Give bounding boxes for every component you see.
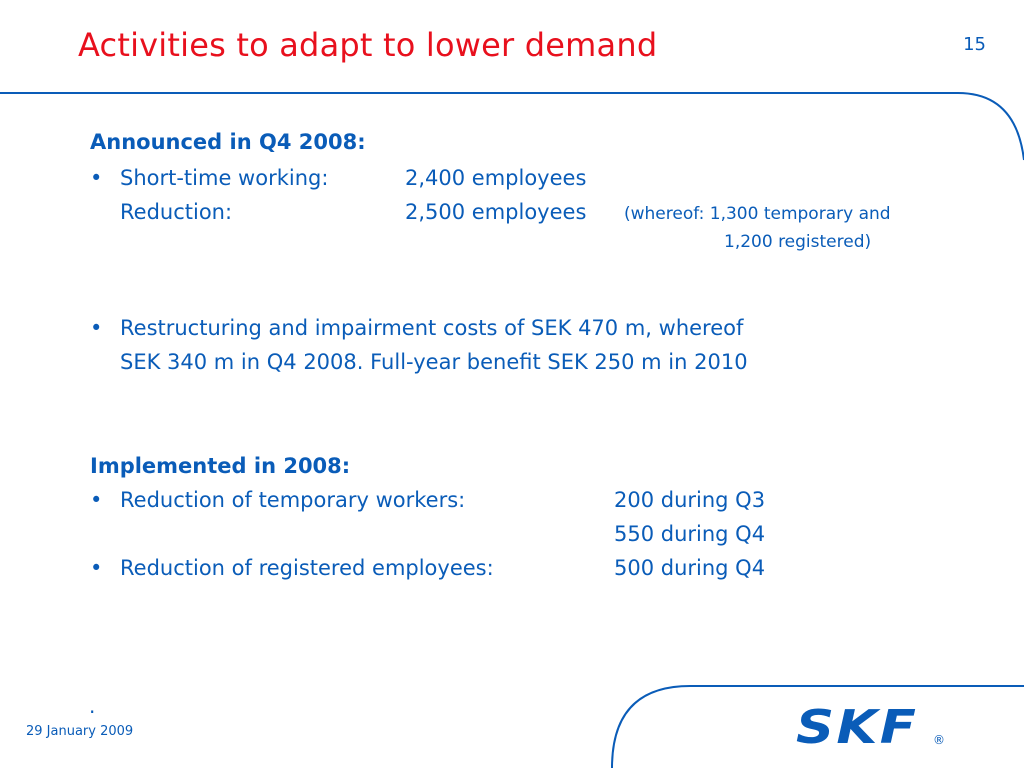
bullet-icon: • xyxy=(90,166,103,190)
short-time-value: 2,400 employees xyxy=(405,166,587,190)
reduction-note-line1: (whereof: 1,300 temporary and xyxy=(624,204,891,224)
section-heading-implemented: Implemented in 2008: xyxy=(90,454,351,478)
registered-employees-label: Reduction of registered employees: xyxy=(120,556,494,580)
reduction-value: 2,500 employees xyxy=(405,200,587,224)
restructuring-line2: SEK 340 m in Q4 2008. Full-year benefit … xyxy=(120,350,748,374)
temporary-workers-q4: 550 during Q4 xyxy=(614,522,766,546)
stray-dot: . xyxy=(89,694,96,718)
reduction-label: Reduction: xyxy=(120,200,233,224)
bullet-icon: • xyxy=(90,488,103,512)
temporary-workers-q3: 200 during Q3 xyxy=(614,488,766,512)
registered-employees-q4: 500 during Q4 xyxy=(614,556,766,580)
skf-logo: SKF xyxy=(796,700,919,754)
page-number: 15 xyxy=(963,34,986,55)
header-divider-curve xyxy=(0,92,1024,161)
footer-date: 29 January 2009 xyxy=(26,724,134,739)
temporary-workers-label: Reduction of temporary workers: xyxy=(120,488,466,512)
short-time-label: Short-time working: xyxy=(120,166,329,190)
page-title: Activities to adapt to lower demand xyxy=(78,26,658,64)
reduction-note-line2: 1,200 registered) xyxy=(724,232,872,252)
registered-mark: ® xyxy=(933,733,945,747)
footer-curve xyxy=(611,685,1024,768)
bullet-icon: • xyxy=(90,316,103,340)
section-heading-announced: Announced in Q4 2008: xyxy=(90,130,366,154)
restructuring-line1: Restructuring and impairment costs of SE… xyxy=(120,316,744,340)
bullet-icon: • xyxy=(90,556,103,580)
